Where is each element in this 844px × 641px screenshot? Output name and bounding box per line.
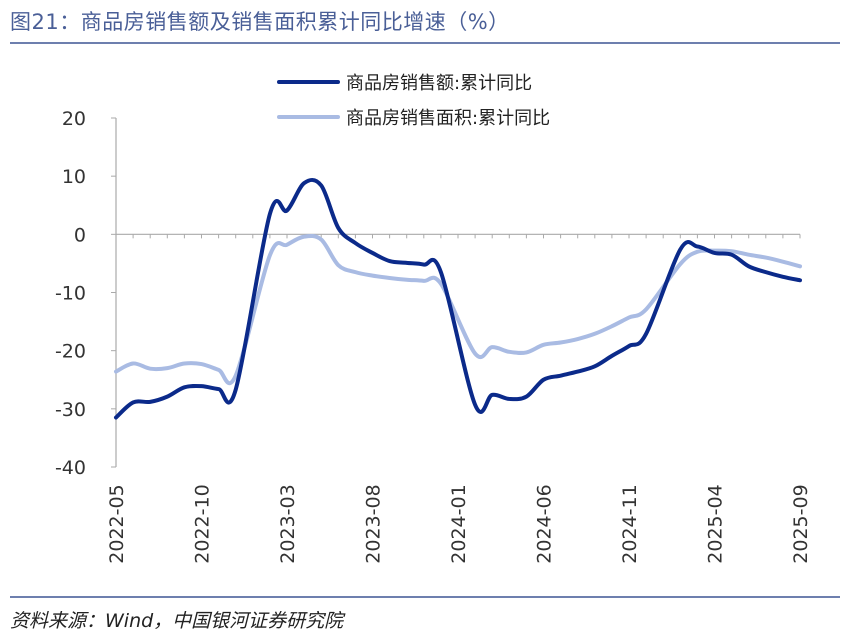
y-tick-label: 20 <box>62 108 86 130</box>
x-tick-label: 2025-04 <box>705 484 727 563</box>
y-tick-label: -20 <box>55 341 86 363</box>
y-tick-label: -30 <box>55 399 86 421</box>
bottom-rule <box>10 596 840 598</box>
x-axis-ticks <box>115 234 801 239</box>
x-tick-label: 2022-05 <box>106 484 128 563</box>
legend-label-2: 商品房销售面积:累计同比 <box>346 108 550 129</box>
source-note: 资料来源：Wind，中国银河证券研究院 <box>10 610 344 632</box>
figure-title: 图21：商品房销售额及销售面积累计同比增速（%） <box>10 10 510 34</box>
y-tick-label: 0 <box>74 224 86 246</box>
y-tick-label: 10 <box>62 166 86 188</box>
y-tick-label: -10 <box>55 283 86 305</box>
series-lines <box>114 177 802 420</box>
series-line-1 <box>114 177 802 420</box>
y-axis-ticks <box>111 117 116 468</box>
x-tick-label: 2022-10 <box>192 484 214 563</box>
x-axis-labels: 2022-05 2022-10 2023-03 2023-08 2024-01 2024-… <box>106 484 812 563</box>
y-axis-labels: 20 10 0 -10 -20 -30 -40 <box>55 108 86 479</box>
y-tick-label: -40 <box>55 457 86 479</box>
x-tick-label: 2023-03 <box>277 484 299 563</box>
x-tick-label: 2024-06 <box>534 484 556 563</box>
x-tick-label: 2025-09 <box>790 484 812 563</box>
x-tick-label: 2023-08 <box>363 484 385 563</box>
x-tick-label: 2024-11 <box>619 484 641 563</box>
series-line-2 <box>114 233 802 386</box>
x-tick-label: 2024-01 <box>448 484 470 563</box>
legend-label-1: 商品房销售额:累计同比 <box>346 73 532 94</box>
top-rule <box>10 42 840 44</box>
